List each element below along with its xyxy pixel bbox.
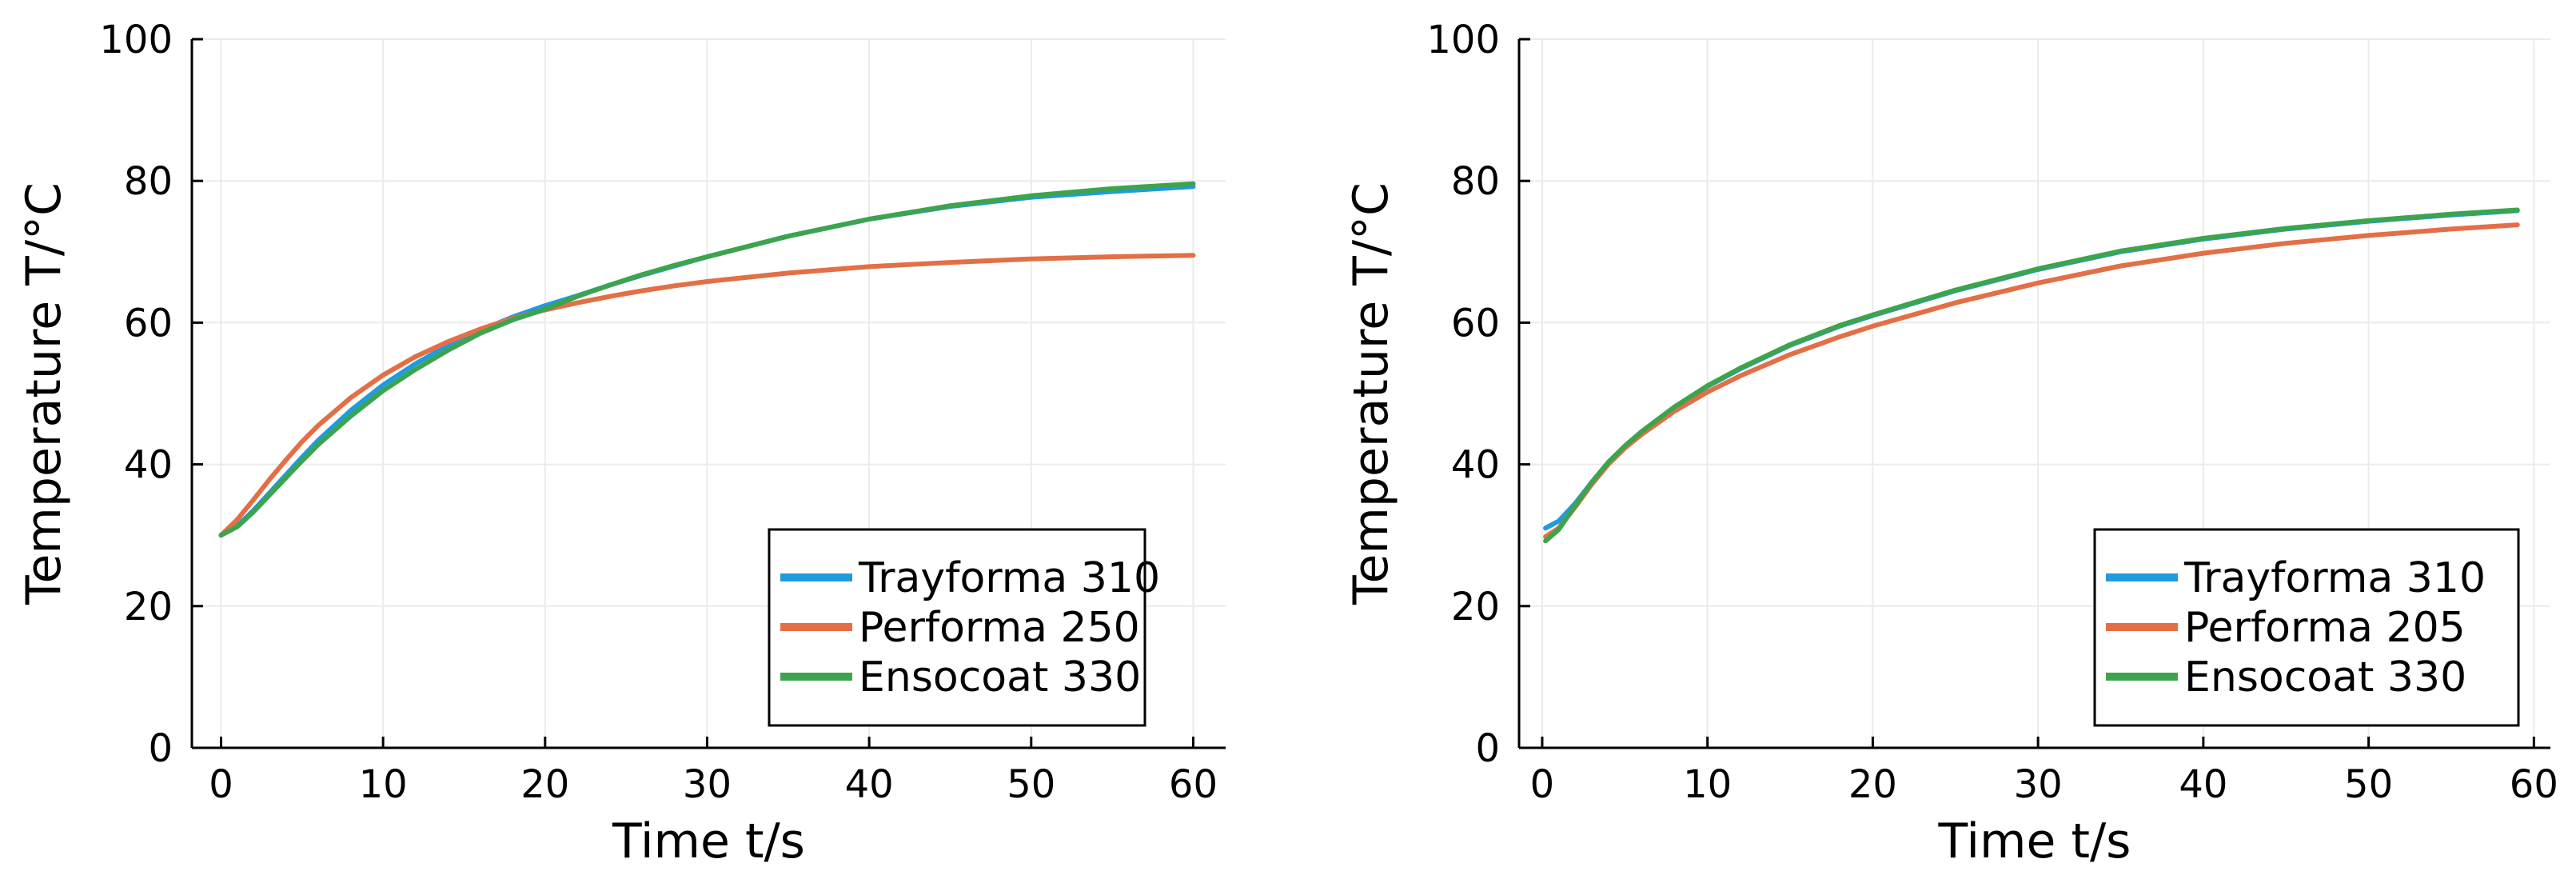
x-tick-label: 20	[1848, 762, 1897, 807]
series-line-ensocoat-330	[1543, 207, 2520, 544]
right-chart-panel: 0 10 20 30 40 50 60 0 20 40 60 80 100 Time t/s Tempera…	[1343, 18, 2558, 869]
legend-label: Trayforma 310	[2183, 554, 2486, 602]
series-line-ensocoat-330	[218, 181, 1196, 538]
y-tick-label: 60	[1451, 301, 1500, 346]
y-tick-label: 60	[124, 301, 173, 346]
legend-label: Performa 205	[2184, 604, 2466, 652]
x-axis-title: Time t/s	[612, 813, 805, 869]
legend-label: Performa 250	[859, 604, 1140, 652]
y-tick-label: 40	[124, 443, 173, 488]
x-tick-label: 60	[1169, 762, 1218, 807]
y-tick-label: 80	[1451, 159, 1500, 204]
series-line-trayforma-310	[1543, 208, 2520, 531]
legend-label: Ensocoat 330	[2184, 653, 2466, 701]
y-axis-title: Temperature T/°C	[16, 182, 72, 605]
y-tick-label: 80	[124, 159, 173, 204]
x-tick-label: 50	[1007, 762, 1055, 807]
x-tick-label: 50	[2344, 762, 2393, 807]
x-tick-label: 30	[683, 762, 732, 807]
x-tick-label: 10	[359, 762, 408, 807]
x-tick-label: 40	[845, 762, 894, 807]
y-tick-label: 40	[1451, 443, 1500, 488]
x-tick-label: 20	[520, 762, 569, 807]
x-tick-label: 60	[2510, 762, 2558, 807]
y-axis-title: Temperature T/°C	[1343, 182, 1399, 605]
left-chart-panel: 0 10 20 30 40 50 60 0 20 40 60 80 100 Time t/s Tempera…	[16, 18, 1226, 869]
y-tick-label: 20	[124, 585, 173, 629]
x-tick-label: 0	[1530, 762, 1555, 807]
x-tick-label: 10	[1683, 762, 1732, 807]
y-tick-label: 20	[1451, 585, 1500, 629]
y-tick-label: 0	[1475, 726, 1500, 771]
y-tick-label: 0	[148, 726, 173, 771]
y-tick-label: 100	[99, 18, 173, 62]
y-tick-label: 100	[1426, 18, 1500, 62]
x-tick-label: 30	[2014, 762, 2063, 807]
legend-label: Ensocoat 330	[859, 653, 1141, 701]
legend-label: Trayforma 310	[858, 554, 1160, 602]
x-tick-label: 40	[2179, 762, 2227, 807]
x-tick-label: 0	[209, 762, 233, 807]
x-axis-title: Time t/s	[1938, 813, 2131, 869]
